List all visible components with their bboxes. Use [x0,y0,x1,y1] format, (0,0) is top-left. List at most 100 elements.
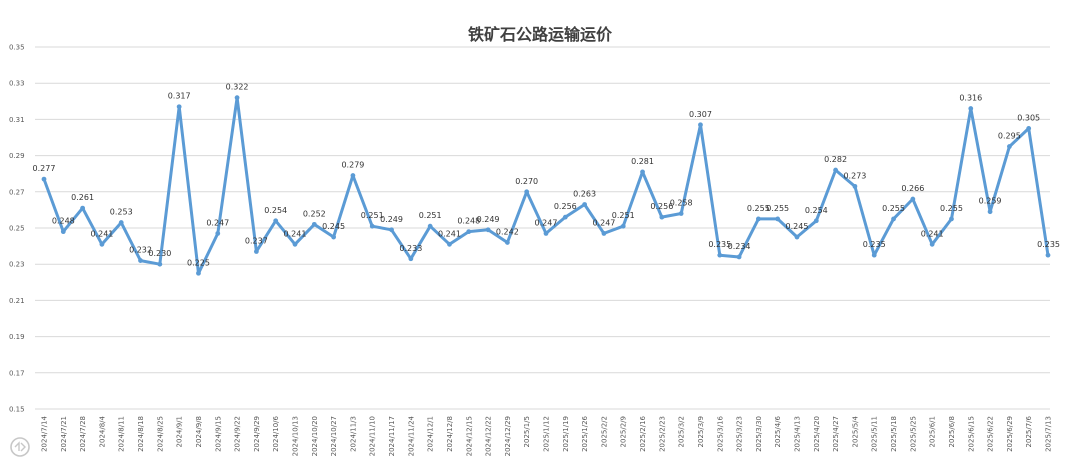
x-tick-label: 2024/11/3 [349,416,357,452]
data-label: 0.263 [573,189,596,198]
data-label: 0.266 [901,184,924,193]
data-point [678,211,684,216]
x-tick-label: 2025/4/6 [774,415,782,447]
x-tick-label: 2024/11/24 [407,415,415,456]
x-tick-label: 2025/1/5 [523,416,531,447]
data-point [253,249,259,254]
data-label: 0.249 [477,215,500,224]
x-tick-label: 2024/10/20 [311,416,319,456]
chart-title: 铁矿石公路运输运价 [468,25,613,44]
data-label: 0.251 [361,211,384,220]
data-label: 0.295 [998,132,1021,141]
data-label: 0.255 [882,204,905,213]
data-label: 0.258 [670,199,693,208]
data-point [138,258,143,263]
data-point [1045,252,1051,258]
data-point [427,223,433,229]
x-tick-label: 2025/6/15 [967,416,975,452]
x-tick-label: 2024/9/22 [234,416,242,452]
data-point [929,241,935,247]
x-tick-label: 2025/4/27 [832,416,840,452]
data-label: 0.235 [708,240,731,249]
data-label: 0.230 [148,249,171,258]
data-label: 0.225 [187,258,210,267]
data-label: 0.254 [805,206,828,215]
data-label: 0.245 [786,222,809,231]
x-tick-label: 2025/6/8 [948,416,956,447]
y-tick-label: 0.27 [9,188,25,196]
data-label: 0.277 [33,164,56,173]
data-points [41,95,1051,276]
data-label: 0.241 [438,229,461,238]
data-label: 0.281 [631,157,654,166]
y-tick-label: 0.25 [9,225,25,233]
x-tick-label: 2024/11/10 [369,416,377,456]
x-tick-label: 2025/5/11 [871,416,879,452]
data-label: 0.232 [129,246,152,255]
data-point [562,214,568,220]
data-point [582,202,588,207]
x-tick-label: 2025/2/16 [639,415,647,451]
y-tick-label: 0.15 [9,406,25,414]
data-point [620,223,626,229]
x-tick-label: 2024/7/14 [41,415,49,451]
series-line [42,96,1050,275]
y-tick-label: 0.31 [9,116,25,124]
data-label: 0.282 [824,155,847,164]
data-label: 0.307 [689,110,712,119]
watermark-glyph [14,441,26,452]
x-tick-label: 2024/12/15 [465,416,473,456]
x-tick-label: 2025/5/25 [909,416,917,452]
x-tick-label: 2025/2/23 [658,416,666,452]
data-label: 0.248 [457,217,480,226]
data-label: 0.247 [206,218,229,227]
data-label: 0.241 [90,229,113,238]
x-tick-label: 2024/9/29 [253,416,261,452]
data-point [273,218,279,224]
data-label: 0.259 [979,197,1002,206]
data-point [717,252,723,258]
data-point [698,122,703,128]
x-tick-label: 2025/1/12 [543,416,551,452]
data-label: 0.248 [52,217,75,226]
data-point [369,223,375,229]
data-point [350,173,356,178]
x-tick-label: 2025/4/13 [794,416,802,452]
data-point [775,216,781,222]
x-tick-label: 2024/9/1 [176,416,184,447]
data-label: 0.242 [496,227,519,236]
data-point [466,229,472,235]
x-tick-label: 2024/8/25 [156,416,164,452]
data-label: 0.255 [747,204,770,213]
x-tick-label: 2025/1/19 [562,416,570,452]
data-label: 0.254 [264,206,287,215]
data-point [833,167,839,173]
data-point [176,104,182,110]
data-point [331,234,337,240]
data-point [1026,126,1032,131]
x-tick-label: 2025/1/26 [581,415,589,451]
data-point [601,231,607,236]
x-tick-label: 2024/12/29 [504,416,512,456]
data-label: 0.247 [535,218,558,227]
x-tick-label: 2025/3/9 [697,416,705,447]
data-point [910,196,916,202]
data-point [118,220,124,225]
x-tick-label: 2025/4/20 [813,416,821,452]
data-point [543,231,549,236]
data-point [794,234,800,240]
data-point [755,216,761,222]
x-tick-label: 2025/6/29 [1006,416,1014,452]
x-tick-label: 2025/5/4 [851,415,859,447]
data-point [215,231,221,236]
data-point [852,183,858,189]
data-label: 0.247 [592,218,615,227]
data-label: 0.270 [515,177,538,186]
data-point [234,95,240,101]
x-tick-label: 2024/8/18 [137,416,145,452]
data-point [311,221,317,227]
data-point [891,216,896,222]
x-tick-label: 2024/10/6 [272,415,280,451]
